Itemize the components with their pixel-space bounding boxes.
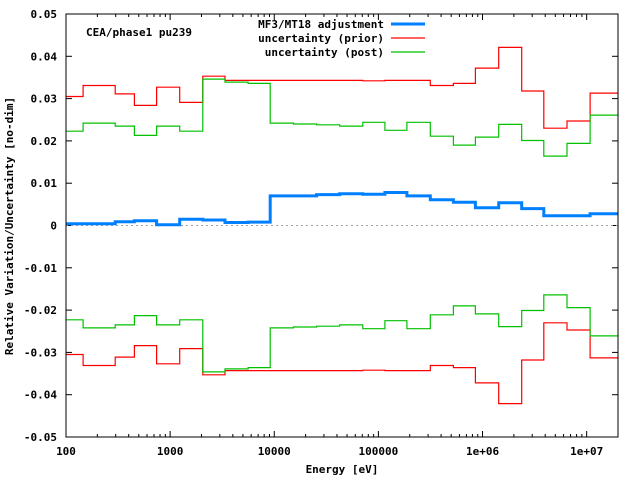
y-tick-label: 0.01 xyxy=(31,177,58,190)
y-tick-label: 0.05 xyxy=(31,8,58,21)
y-tick-label: -0.05 xyxy=(24,431,57,444)
legend-label: uncertainty (prior) xyxy=(258,32,384,45)
y-tick-label: -0.04 xyxy=(24,389,57,402)
x-tick-label: 1000 xyxy=(157,445,184,458)
y-tick-label: 0 xyxy=(50,220,57,233)
series-line-mf3-mt18-adjustment xyxy=(66,191,618,227)
annotation: CEA/phase1 pu239 xyxy=(86,26,192,39)
y-axis-label: Relative Variation/Uncertainty [no-dim] xyxy=(3,97,16,355)
series xyxy=(66,46,618,405)
y-tick-label: -0.03 xyxy=(24,346,57,359)
plot-frame xyxy=(65,13,619,438)
y-tick-label: 0.03 xyxy=(31,93,58,106)
x-tick-label: 1e+06 xyxy=(466,445,499,458)
y-tick-label: 0.02 xyxy=(31,135,58,148)
legend-label: MF3/MT18 adjustment xyxy=(258,18,384,31)
x-tick-label: 100 xyxy=(56,445,76,458)
series-line-uncertainty-prior xyxy=(66,46,618,129)
x-axis-label: Energy [eV] xyxy=(306,463,379,476)
y-tick-label: 0.04 xyxy=(31,50,58,63)
tick-labels: 0.05 0.04 0.03 0.02 0.01 0 -0.01 -0.02 -0.03 -0.0… xyxy=(24,8,603,458)
series-line-uncertainty-post-negative xyxy=(66,294,618,373)
x-tick-label: 100000 xyxy=(359,445,399,458)
series-line-uncertainty-prior-negative xyxy=(66,322,618,405)
x-tick-label: 10000 xyxy=(258,445,291,458)
y-tick-label: -0.02 xyxy=(24,304,57,317)
series-line-uncertainty-post xyxy=(66,78,618,157)
x-tick-label: 1e+07 xyxy=(570,445,603,458)
legend-label: uncertainty (post) xyxy=(265,46,384,59)
y-tick-label: -0.01 xyxy=(24,262,57,275)
